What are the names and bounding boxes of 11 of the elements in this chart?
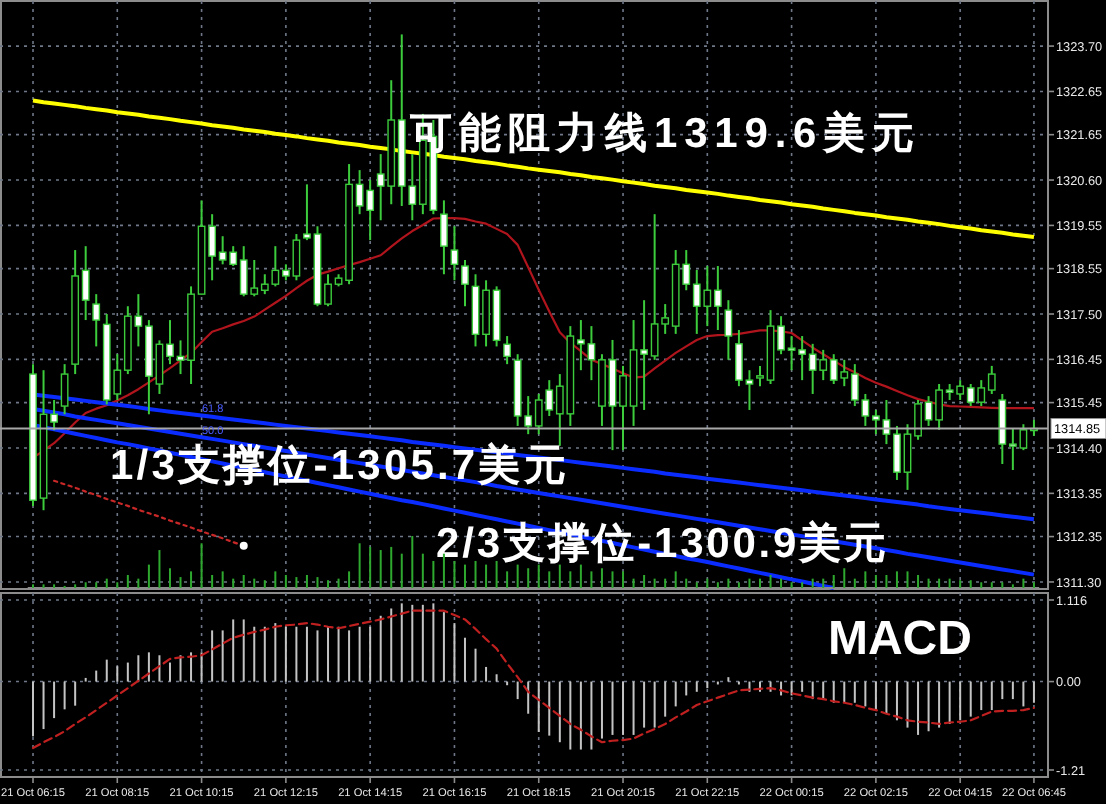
candlestick bbox=[503, 335, 512, 366]
candlestick bbox=[724, 299, 733, 361]
candlestick bbox=[92, 293, 101, 348]
candlestick bbox=[461, 259, 469, 308]
line-series bbox=[31, 609, 1036, 750]
candlestick bbox=[60, 363, 69, 416]
candlestick bbox=[440, 199, 448, 276]
line-series bbox=[31, 98, 1036, 240]
line-series bbox=[31, 407, 1036, 577]
candlestick bbox=[450, 225, 459, 282]
chart-title: MACD bbox=[827, 612, 972, 666]
